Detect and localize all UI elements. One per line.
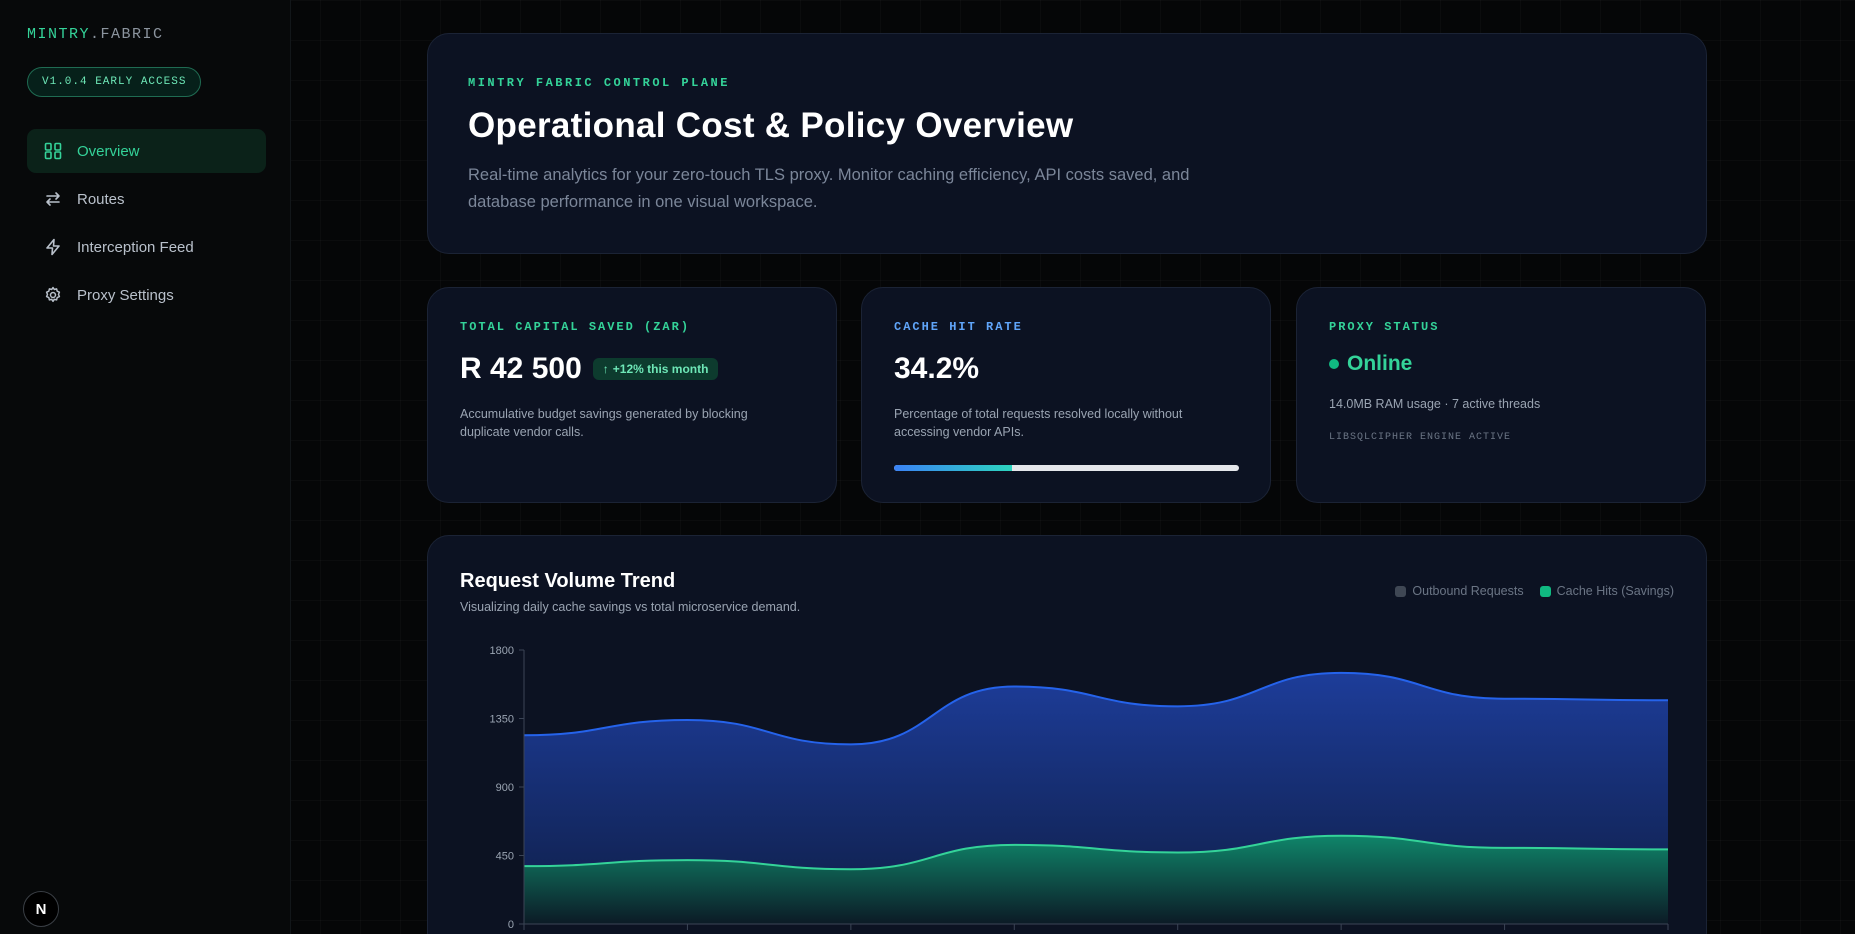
savings-label: TOTAL CAPITAL SAVED (ZAR) (460, 320, 691, 334)
savings-card: TOTAL CAPITAL SAVED (ZAR) R 42 500 ↑ +12… (427, 287, 837, 503)
y-tick-label: 900 (496, 782, 514, 794)
y-tick-label: 450 (496, 851, 514, 863)
devtools-button[interactable]: N (23, 891, 59, 927)
sidebar-nav: Overview Routes Interception Feed Proxy … (27, 129, 266, 321)
proxy-meta: 14.0MB RAM usage · 7 active threads (1329, 397, 1541, 411)
hero-eyebrow: MINTRY FABRIC CONTROL PLANE (468, 76, 730, 90)
y-tick-label: 1350 (490, 714, 514, 726)
sidebar-item-routes[interactable]: Routes (27, 177, 266, 221)
savings-value: R 42 500 (460, 352, 582, 385)
proxy-label: PROXY STATUS (1329, 320, 1440, 334)
series-line-1 (523, 834, 1669, 871)
brand-secondary: .FABRIC (90, 26, 164, 43)
chart-legend: Outbound Requests Cache Hits (Savings) (1379, 584, 1674, 598)
cache-description: Percentage of total requests resolved lo… (894, 407, 1183, 439)
cache-value: 34.2% (894, 352, 980, 385)
status-text: Online (1347, 352, 1413, 375)
savings-value-row: R 42 500 ↑ +12% this month (460, 352, 719, 386)
hero-description: Real-time analytics for your zero-touch … (468, 166, 1190, 211)
sidebar-item-label: Routes (77, 190, 125, 208)
grid-icon (44, 142, 62, 160)
legend-item-outbound[interactable]: Outbound Requests (1395, 584, 1524, 598)
chart-panel: Request Volume Trend Visualizing daily c… (427, 535, 1707, 934)
legend-swatch (1539, 585, 1551, 597)
brand-logo[interactable]: MINTRY.FABRIC (27, 26, 164, 43)
legend-label: Cache Hits (Savings) (1556, 584, 1674, 598)
version-badge: V1.0.4 EARLY ACCESS (27, 67, 202, 97)
chart-title: Request Volume Trend (460, 570, 676, 592)
cache-label: CACHE HIT RATE (894, 320, 1023, 334)
series-line-0 (523, 671, 1669, 746)
status-badge: Online (1329, 352, 1412, 376)
cache-progress-fill (894, 465, 1012, 471)
series-area-1 (524, 835, 1668, 924)
brand-primary: MINTRY (27, 26, 91, 43)
cache-card: CACHE HIT RATE 34.2% Percentage of total… (861, 287, 1271, 503)
arrow-up-icon: ↑ (602, 362, 609, 376)
lightning-icon (44, 238, 62, 256)
gear-icon (44, 286, 62, 304)
page-title: Operational Cost & Policy Overview (468, 106, 1074, 145)
cache-progress-bar (894, 465, 1239, 471)
proxy-card: PROXY STATUS Online 14.0MB RAM usage · 7… (1296, 287, 1706, 503)
sidebar: MINTRY.FABRIC V1.0.4 EARLY ACCESS Overvi… (0, 0, 291, 934)
chart-subtitle: Visualizing daily cache savings vs total… (460, 600, 801, 614)
savings-description: Accumulative budget savings generated by… (460, 407, 748, 439)
proxy-engine: LIBSQLCIPHER ENGINE ACTIVE (1329, 432, 1512, 443)
sidebar-item-label: Overview (77, 142, 140, 160)
y-tick-label: 1800 (490, 645, 514, 657)
sidebar-item-proxy-settings[interactable]: Proxy Settings (27, 273, 266, 317)
trend-badge: ↑ +12% this month (592, 358, 719, 380)
sidebar-item-label: Interception Feed (77, 238, 194, 256)
legend-label: Outbound Requests (1412, 584, 1524, 598)
legend-swatch (1395, 585, 1407, 597)
trend-badge-text: +12% this month (612, 362, 709, 376)
y-tick-label: 0 (508, 919, 514, 931)
sidebar-item-overview[interactable]: Overview (27, 129, 266, 173)
sidebar-item-label: Proxy Settings (77, 286, 174, 304)
sidebar-item-interception-feed[interactable]: Interception Feed (27, 225, 266, 269)
status-dot-icon (1329, 359, 1339, 369)
legend-item-cache[interactable]: Cache Hits (Savings) (1539, 584, 1674, 598)
area-chart: 0 450 900 1350 1800 (490, 645, 1669, 931)
arrows-swap-icon (44, 190, 62, 208)
hero-panel: MINTRY FABRIC CONTROL PLANE Operational … (427, 33, 1707, 254)
